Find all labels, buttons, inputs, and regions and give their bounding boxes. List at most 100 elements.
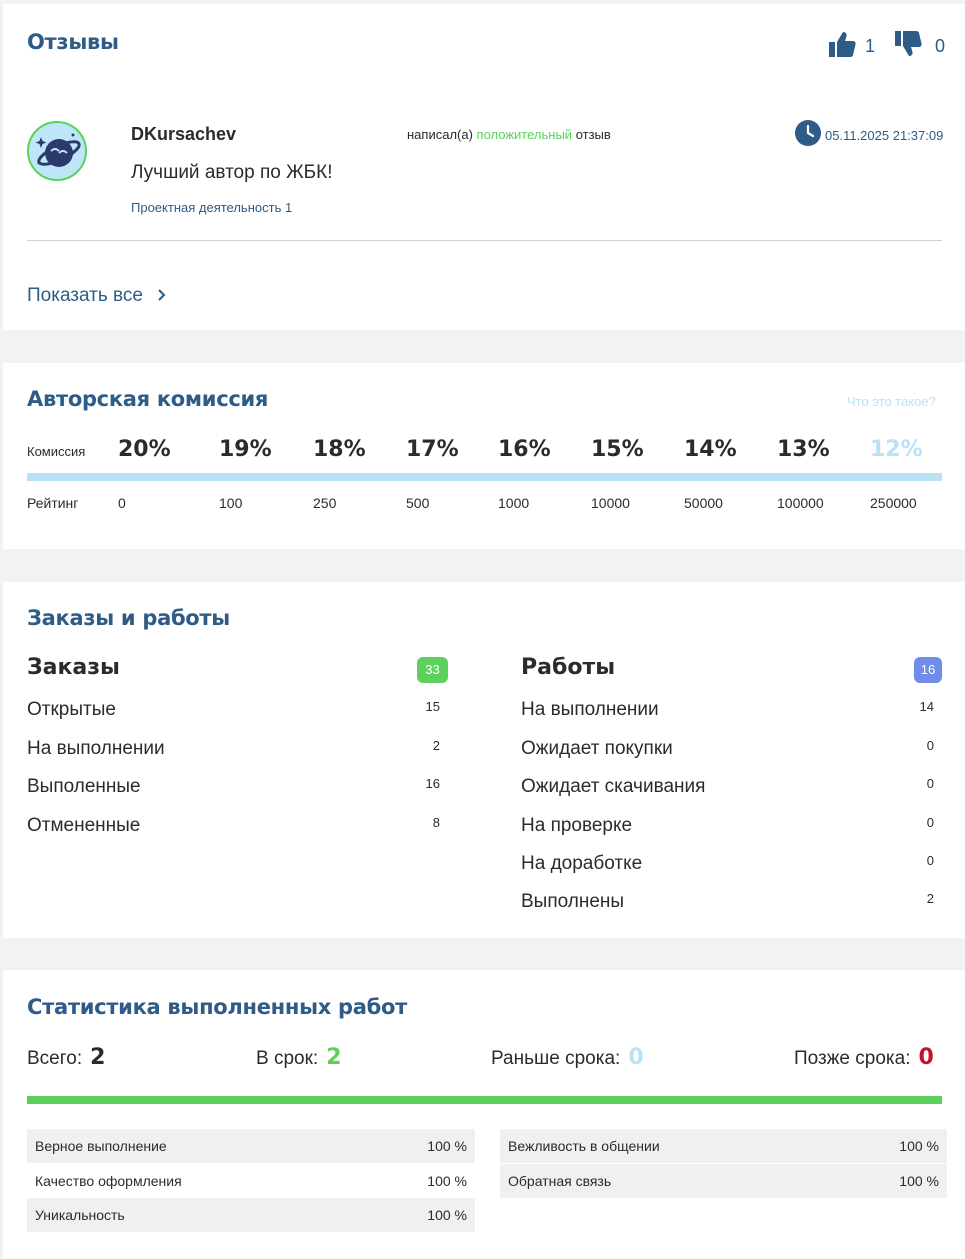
stat-early-label: Раньше срока: [491, 1048, 621, 1069]
likes-counter[interactable]: 1 [827, 30, 875, 63]
quality-row: Качество оформления 100 % [27, 1164, 475, 1198]
commission-pct: 15% [591, 437, 644, 462]
stat-ontime: В срок: 2 [256, 1045, 342, 1070]
stat-late-value: 0 [918, 1045, 934, 1070]
planet-icon [35, 133, 81, 167]
orders-row-label[interactable]: Отмененные [27, 815, 141, 836]
works-row-label[interactable]: Ожидает скачивания [521, 776, 706, 797]
likes-count: 1 [865, 36, 876, 56]
works-count-badge: 16 [914, 657, 942, 683]
stat-early-value: 0 [628, 1045, 644, 1070]
commission-scale-bar [27, 473, 942, 481]
stat-total-value: 2 [90, 1045, 106, 1070]
quality-value: 100 % [899, 1138, 939, 1154]
orders-row-label[interactable]: Открытые [27, 699, 116, 720]
review-subject-link[interactable]: Проектная деятельность 1 [131, 200, 293, 215]
quality-row: Вежливость в общении 100 % [500, 1129, 947, 1163]
works-row-label[interactable]: На проверке [521, 815, 633, 836]
dislikes-count: 0 [935, 36, 946, 56]
dislikes-counter[interactable]: 0 [893, 30, 945, 63]
quality-label: Верное выполнение [35, 1138, 167, 1154]
show-all-link[interactable]: Показать все [27, 285, 167, 307]
orders-works-title: Заказы и работы [27, 606, 230, 630]
chevron-right-icon [157, 285, 167, 307]
thumbs-up-icon [827, 30, 857, 63]
stats-title: Статистика выполненных работ [27, 995, 407, 1019]
rating-threshold: 250 [313, 495, 337, 511]
commission-pct: 14% [684, 437, 737, 462]
stat-early: Раньше срока: 0 [491, 1045, 644, 1070]
review-datetime: 05.11.2025 21:37:09 [795, 120, 943, 151]
clock-icon [795, 120, 821, 151]
works-row-value: 2 [926, 891, 934, 906]
orders-count-badge: 33 [417, 657, 448, 683]
rating-threshold: 0 [118, 495, 126, 511]
show-all-label: Показать все [27, 285, 143, 306]
quality-value: 100 % [899, 1173, 939, 1189]
orders-row-value: 2 [432, 738, 440, 753]
rating-threshold: 100 [219, 495, 243, 511]
works-row-label[interactable]: На доработке [521, 853, 643, 874]
quality-row: Верное выполнение 100 % [27, 1129, 475, 1163]
stat-ontime-label: В срок: [256, 1048, 319, 1069]
stat-total-label: Всего: [27, 1048, 83, 1069]
wrote-suffix: отзыв [575, 127, 611, 142]
quality-label: Уникальность [35, 1207, 125, 1223]
works-heading: Работы [521, 655, 616, 680]
quality-label: Качество оформления [35, 1173, 182, 1189]
rating-label: Рейтинг [27, 495, 79, 511]
rating-threshold: 10000 [591, 495, 630, 511]
thumbs-down-icon [893, 30, 923, 63]
commission-pct: 13% [777, 437, 830, 462]
quality-row: Уникальность 100 % [27, 1198, 475, 1232]
works-row-label[interactable]: Ожидает покупки [521, 738, 673, 759]
quality-row: Обратная связь 100 % [500, 1164, 947, 1198]
stat-total: Всего: 2 [27, 1045, 105, 1070]
commission-pct: 20% [118, 437, 171, 462]
reviewer-avatar[interactable] [27, 121, 87, 181]
orders-works-card [3, 582, 965, 938]
commission-pct-current: 12% [870, 437, 923, 462]
reviews-title: Отзывы [27, 30, 119, 54]
orders-row-label[interactable]: На выполнении [27, 738, 165, 759]
stat-ontime-value: 2 [326, 1045, 342, 1070]
orders-row-label[interactable]: Выполенные [27, 776, 141, 797]
orders-row-value: 16 [425, 776, 440, 791]
review-author[interactable]: DKursachev [131, 124, 237, 144]
works-row-value: 14 [919, 699, 934, 714]
commission-pct: 16% [498, 437, 551, 462]
quality-label: Обратная связь [508, 1173, 612, 1189]
wrote-prefix: написал(а) [407, 127, 473, 142]
commission-title: Авторская комиссия [27, 387, 269, 411]
orders-row-value: 8 [432, 815, 440, 830]
commission-pct: 18% [313, 437, 366, 462]
works-row-label[interactable]: На выполнении [521, 699, 659, 720]
commission-pct: 19% [219, 437, 272, 462]
quality-value: 100 % [427, 1138, 467, 1154]
quality-value: 100 % [427, 1173, 467, 1189]
review-divider [27, 240, 942, 241]
rating-threshold: 100000 [777, 495, 824, 511]
works-row-value: 0 [926, 776, 934, 791]
works-row-value: 0 [926, 853, 934, 868]
commission-card [3, 363, 965, 549]
review-type-line: написал(а) положительный отзыв [407, 127, 611, 142]
commission-pct: 17% [406, 437, 459, 462]
works-row-value: 0 [926, 738, 934, 753]
works-row-label[interactable]: Выполнены [521, 891, 625, 912]
rating-threshold: 1000 [498, 495, 530, 511]
reviews-card: Отзывы 1 0 DKursachev написал(а) положит… [3, 4, 965, 330]
commission-label: Комиссия [27, 444, 86, 459]
stat-late: Позже срока: 0 [794, 1045, 934, 1070]
review-date: 05.11.2025 21:37:09 [825, 128, 944, 143]
review-text: Лучший автор по ЖБК! [131, 162, 333, 183]
stat-late-label: Позже срока: [794, 1048, 911, 1069]
quality-label: Вежливость в общении [508, 1138, 660, 1154]
quality-value: 100 % [427, 1207, 467, 1223]
what-is-this-link[interactable]: Что это такое? [847, 394, 936, 409]
works-row-value: 0 [926, 815, 934, 830]
wrote-type: положительный [476, 127, 573, 142]
orders-row-value: 15 [425, 699, 440, 714]
rating-threshold: 50000 [684, 495, 723, 511]
stats-progress-bar [27, 1096, 942, 1104]
